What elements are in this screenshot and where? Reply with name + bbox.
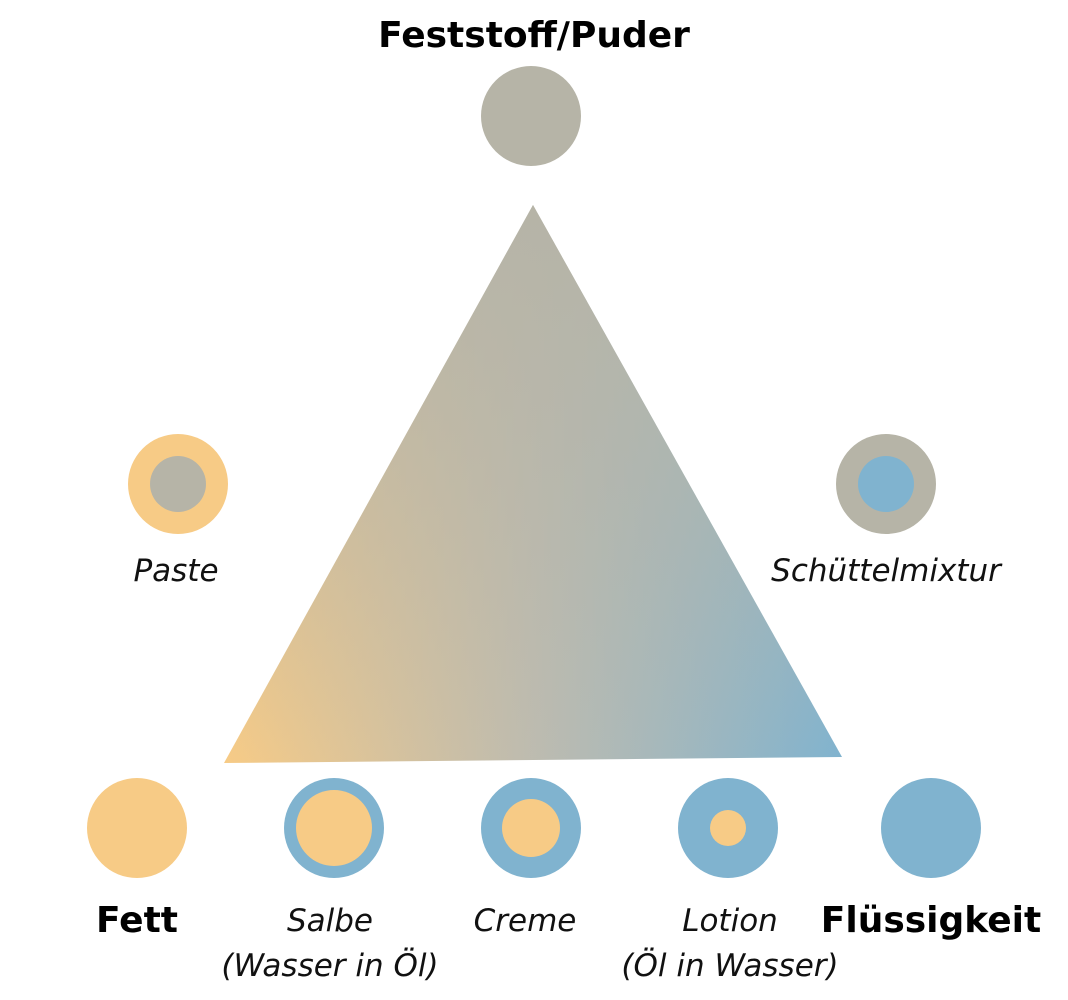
solid-circle (481, 66, 581, 166)
paste-icon (128, 434, 228, 534)
lotion-icon (678, 778, 778, 878)
blend-triangle (224, 205, 842, 763)
liquid-circle (881, 778, 981, 878)
cream-label: Creme (474, 903, 577, 939)
paste-label: Paste (133, 553, 218, 589)
corner-label-fat: Fett (96, 900, 178, 941)
corner-label-solid: Feststoff/Puder (378, 15, 690, 56)
fat-circle (87, 778, 187, 878)
corner-label-liquid: Flüssigkeit (821, 900, 1041, 941)
lotion-label: Lotion (682, 903, 778, 939)
shake-lotion-label: Schüttelmixtur (771, 553, 1003, 589)
ointment-label: Salbe (287, 903, 373, 939)
ointment-sublabel: (Wasser in Öl) (221, 947, 438, 984)
cream-icon (481, 778, 581, 878)
lotion-sublabel: (Öl in Wasser) (621, 947, 838, 984)
ointment-icon (284, 778, 384, 878)
shake-lotion-icon (836, 434, 936, 534)
